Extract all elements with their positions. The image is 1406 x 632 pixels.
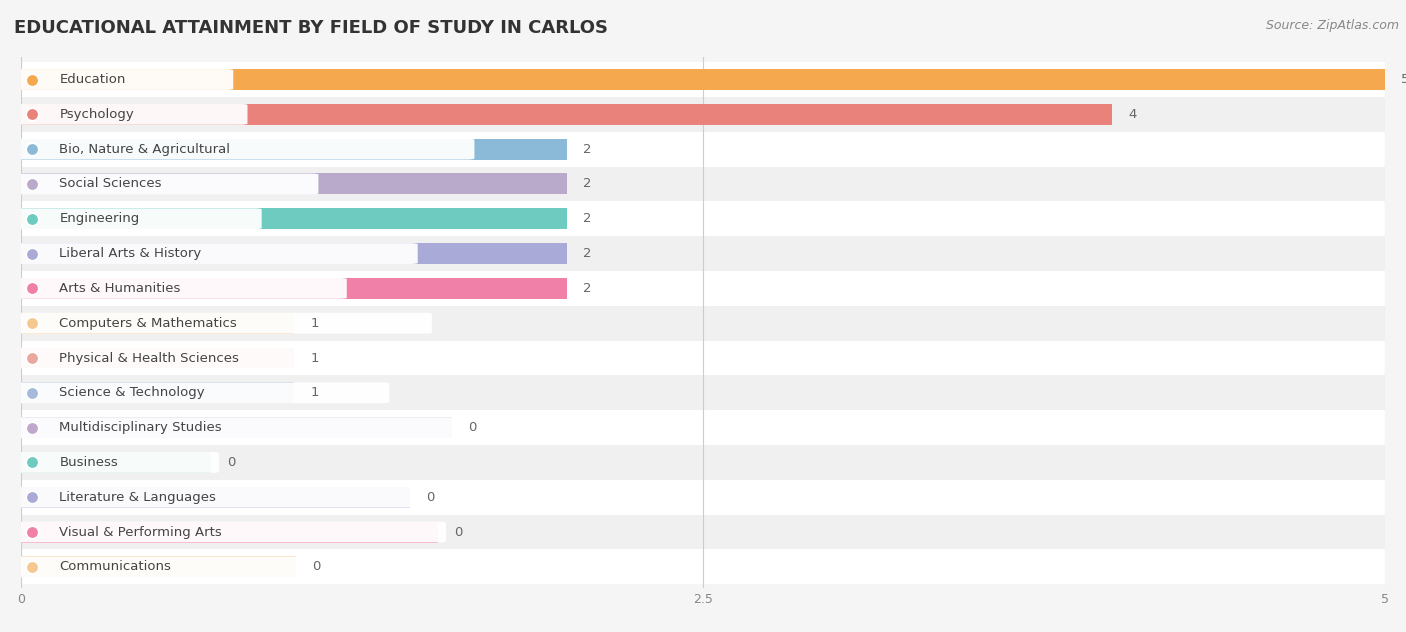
Text: 2: 2 <box>583 247 592 260</box>
Text: Multidisciplinary Studies: Multidisciplinary Studies <box>59 421 222 434</box>
Bar <box>21 174 567 195</box>
Text: Computers & Mathematics: Computers & Mathematics <box>59 317 238 330</box>
Text: Science & Technology: Science & Technology <box>59 386 205 399</box>
FancyBboxPatch shape <box>4 487 418 507</box>
Bar <box>21 487 409 507</box>
Text: Education: Education <box>59 73 125 86</box>
FancyBboxPatch shape <box>4 104 247 125</box>
FancyBboxPatch shape <box>4 521 446 542</box>
Text: 0: 0 <box>426 491 434 504</box>
Bar <box>21 167 1385 202</box>
FancyBboxPatch shape <box>4 243 418 264</box>
Bar <box>21 278 567 299</box>
Text: 0: 0 <box>454 526 463 538</box>
Text: 5: 5 <box>1402 73 1406 86</box>
Text: 0: 0 <box>228 456 236 469</box>
FancyBboxPatch shape <box>4 209 262 229</box>
Text: Communications: Communications <box>59 561 172 573</box>
Bar <box>21 480 1385 514</box>
Bar <box>21 410 1385 445</box>
FancyBboxPatch shape <box>4 138 474 159</box>
Bar <box>21 452 211 473</box>
Text: Social Sciences: Social Sciences <box>59 178 162 190</box>
Bar <box>21 138 567 159</box>
Text: Physical & Health Sciences: Physical & Health Sciences <box>59 351 239 365</box>
Bar <box>21 62 1385 97</box>
Bar <box>21 348 294 368</box>
Bar <box>21 243 567 264</box>
Text: Business: Business <box>59 456 118 469</box>
Text: 1: 1 <box>311 351 319 365</box>
FancyBboxPatch shape <box>4 278 347 299</box>
FancyBboxPatch shape <box>4 382 389 403</box>
Text: 1: 1 <box>311 386 319 399</box>
Text: 2: 2 <box>583 178 592 190</box>
FancyBboxPatch shape <box>4 174 318 195</box>
Bar <box>21 445 1385 480</box>
Bar <box>21 549 1385 584</box>
Text: 4: 4 <box>1129 108 1137 121</box>
Bar <box>21 514 1385 549</box>
Bar <box>21 236 1385 271</box>
Bar <box>21 69 1385 90</box>
Text: EDUCATIONAL ATTAINMENT BY FIELD OF STUDY IN CARLOS: EDUCATIONAL ATTAINMENT BY FIELD OF STUDY… <box>14 19 607 37</box>
Text: Literature & Languages: Literature & Languages <box>59 491 217 504</box>
Bar <box>21 209 567 229</box>
FancyBboxPatch shape <box>4 69 233 90</box>
Text: Visual & Performing Arts: Visual & Performing Arts <box>59 526 222 538</box>
Text: Source: ZipAtlas.com: Source: ZipAtlas.com <box>1265 19 1399 32</box>
Bar <box>21 313 294 334</box>
Bar <box>21 306 1385 341</box>
Text: 0: 0 <box>312 561 321 573</box>
Bar <box>21 556 297 577</box>
Bar <box>21 375 1385 410</box>
Text: Bio, Nature & Agricultural: Bio, Nature & Agricultural <box>59 143 231 155</box>
Text: 2: 2 <box>583 143 592 155</box>
FancyBboxPatch shape <box>4 556 304 577</box>
Text: 2: 2 <box>583 212 592 225</box>
FancyBboxPatch shape <box>4 348 474 368</box>
Text: 1: 1 <box>311 317 319 330</box>
Text: Engineering: Engineering <box>59 212 139 225</box>
FancyBboxPatch shape <box>4 452 219 473</box>
Bar <box>21 97 1385 131</box>
Text: Psychology: Psychology <box>59 108 134 121</box>
Text: Arts & Humanities: Arts & Humanities <box>59 282 180 295</box>
FancyBboxPatch shape <box>4 313 432 334</box>
Bar <box>21 131 1385 167</box>
Bar <box>21 341 1385 375</box>
Bar <box>21 202 1385 236</box>
Text: Liberal Arts & History: Liberal Arts & History <box>59 247 201 260</box>
Bar <box>21 104 1112 125</box>
Text: 0: 0 <box>468 421 477 434</box>
Bar <box>21 382 294 403</box>
FancyBboxPatch shape <box>4 417 460 438</box>
Bar <box>21 417 453 438</box>
Text: 2: 2 <box>583 282 592 295</box>
Bar <box>21 521 437 542</box>
Bar <box>21 271 1385 306</box>
